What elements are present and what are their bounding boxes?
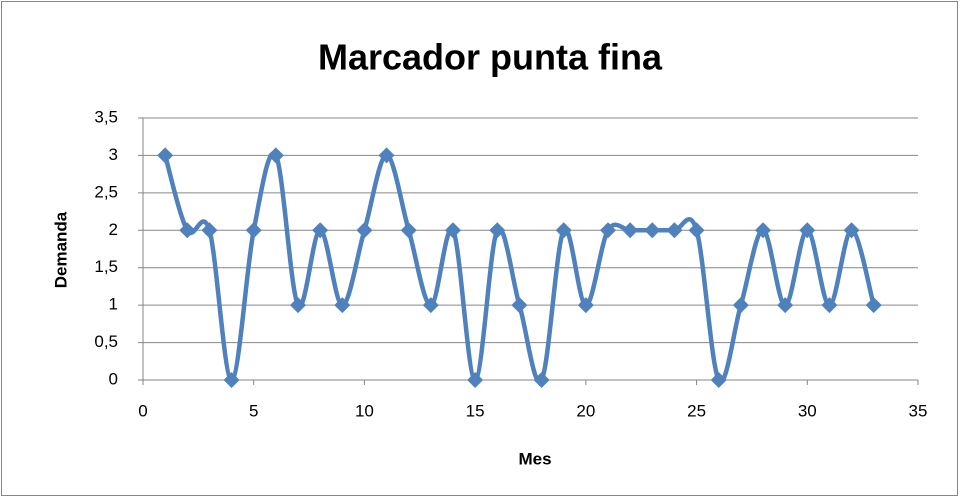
marker	[445, 222, 461, 239]
y-tick-label: 2,5	[94, 182, 118, 201]
marker	[688, 222, 705, 239]
y-tick-label: 1	[109, 295, 118, 314]
marker	[467, 372, 484, 388]
y-axis-label: Demanda	[51, 211, 70, 288]
marker	[777, 297, 794, 314]
x-tick-label: 10	[355, 401, 374, 420]
marker	[179, 222, 196, 239]
marker	[511, 297, 528, 314]
y-tick-label: 1,5	[94, 257, 118, 276]
marker	[710, 372, 727, 388]
x-tick-label: 35	[909, 401, 928, 420]
marker	[489, 222, 506, 239]
marker	[422, 297, 439, 314]
y-tick-label: 3,5	[94, 107, 118, 126]
marker	[555, 222, 572, 239]
x-tick-label: 5	[249, 401, 258, 420]
x-tick-label: 30	[798, 401, 817, 420]
x-tick-label: 20	[576, 401, 595, 420]
marker	[533, 372, 550, 388]
marker	[732, 297, 749, 314]
marker	[223, 372, 240, 388]
marker	[666, 222, 683, 239]
y-tick-label: 0,5	[94, 332, 118, 351]
y-tick-label: 2	[109, 220, 118, 239]
marker	[378, 147, 395, 164]
marker	[821, 297, 838, 314]
marker	[600, 222, 616, 239]
marker	[312, 222, 329, 239]
marker	[865, 297, 882, 314]
marker	[755, 222, 771, 239]
marker	[356, 222, 373, 239]
marker	[843, 222, 860, 239]
marker	[157, 147, 174, 164]
x-axis-label: Mes	[518, 449, 551, 468]
marker	[201, 222, 218, 239]
marker	[400, 222, 417, 239]
marker	[622, 222, 639, 239]
x-tick-label: 15	[466, 401, 485, 420]
x-tick-label: 25	[687, 401, 706, 420]
marker	[577, 297, 594, 314]
marker	[334, 297, 351, 314]
y-tick-label: 0	[109, 369, 118, 388]
y-tick-label: 3	[109, 145, 118, 164]
marker	[644, 222, 661, 239]
x-tick-label: 0	[138, 401, 147, 420]
chart-title: Marcador punta fina	[318, 37, 663, 78]
marker	[290, 297, 306, 314]
marker	[245, 222, 262, 239]
marker	[267, 147, 284, 164]
marker	[799, 222, 816, 239]
